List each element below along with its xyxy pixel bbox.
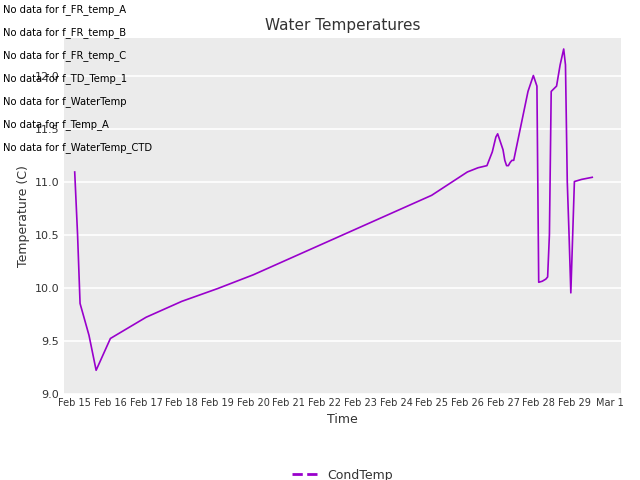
Text: No data for f_TD_Temp_1: No data for f_TD_Temp_1 <box>3 73 127 84</box>
Text: No data for f_FR_temp_A: No data for f_FR_temp_A <box>3 4 126 15</box>
Text: No data for f_WaterTemp: No data for f_WaterTemp <box>3 96 127 107</box>
Text: No data for f_FR_temp_B: No data for f_FR_temp_B <box>3 27 126 38</box>
Text: No data for f_FR_temp_C: No data for f_FR_temp_C <box>3 50 126 61</box>
Title: Water Temperatures: Water Temperatures <box>265 18 420 33</box>
X-axis label: Time: Time <box>327 413 358 426</box>
Y-axis label: Temperature (C): Temperature (C) <box>17 165 30 267</box>
Text: No data for f_Temp_A: No data for f_Temp_A <box>3 119 109 130</box>
Text: No data for f_WaterTemp_CTD: No data for f_WaterTemp_CTD <box>3 142 152 153</box>
Legend: CondTemp: CondTemp <box>287 464 397 480</box>
